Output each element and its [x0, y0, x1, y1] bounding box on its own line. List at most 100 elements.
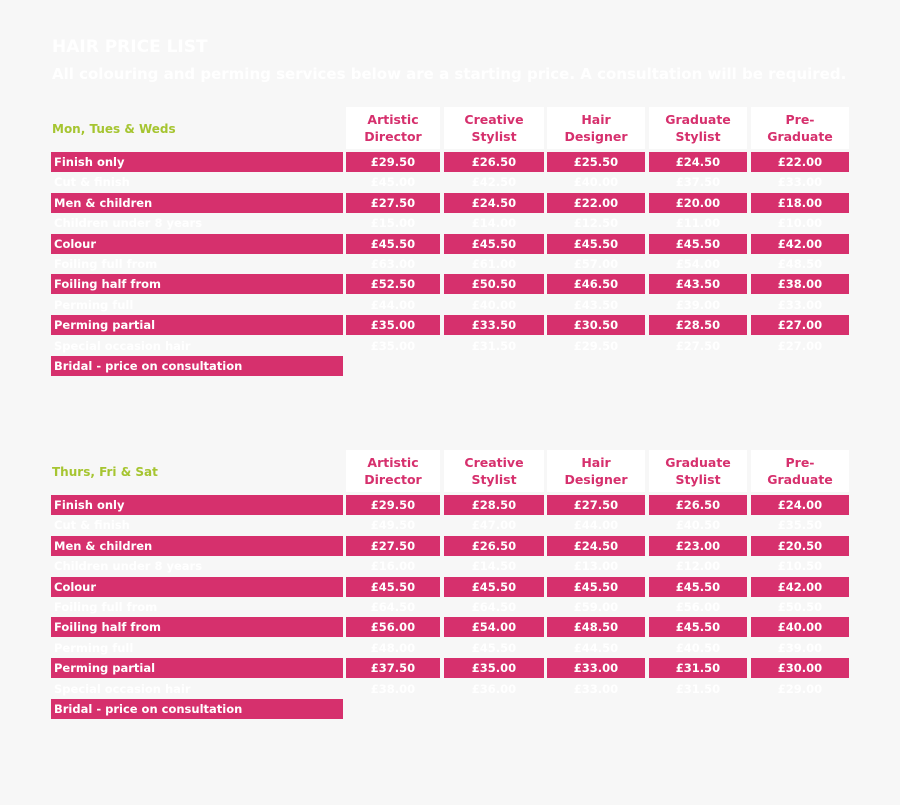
service-name: Colour	[51, 576, 343, 597]
service-name: Bridal - price on consultation	[51, 699, 343, 719]
price: £63.00	[370, 257, 416, 271]
price: £45.50	[444, 576, 544, 597]
price: £45.50	[649, 233, 747, 254]
price: £35.00	[370, 338, 416, 353]
column-header: Graduate Stylist	[649, 450, 747, 492]
column-header: Pre-Graduate	[751, 107, 849, 149]
price: £10.50	[777, 559, 823, 574]
price: £40.50	[675, 518, 721, 533]
price: £23.00	[649, 535, 747, 556]
price: £42.00	[751, 576, 849, 597]
price: £27.50	[547, 495, 645, 515]
service-name: Foiling half from	[51, 617, 343, 638]
service-name: Finish only	[51, 495, 343, 515]
price: £26.50	[444, 152, 544, 172]
price: £11.00	[675, 216, 721, 231]
price: £30.00	[751, 658, 849, 679]
price: £27.50	[675, 338, 721, 353]
price: £37.50	[675, 175, 721, 190]
price: £36.00	[471, 681, 517, 696]
price: £38.00	[751, 274, 849, 295]
service-name: Foiling full from	[54, 600, 158, 614]
column-header: Pre-Graduate	[751, 450, 849, 492]
price: £24.00	[751, 495, 849, 515]
price: £45.50	[471, 640, 517, 655]
price: £28.50	[444, 495, 544, 515]
price: £49.50	[370, 518, 416, 533]
price: £35.00	[444, 658, 544, 679]
service-name: Foiling half from	[51, 274, 343, 295]
price: £29.50	[573, 338, 619, 353]
price: £40.00	[471, 297, 517, 312]
price: £26.50	[444, 535, 544, 556]
price: £39.00	[777, 640, 823, 655]
price: £29.50	[346, 495, 440, 515]
price: £44.00	[370, 297, 416, 312]
price: £45.50	[346, 233, 440, 254]
price: £22.00	[547, 192, 645, 213]
day-label: Mon, Tues & Weds	[52, 122, 176, 136]
price: £40.50	[675, 640, 721, 655]
column-header: Artistic Director	[346, 450, 440, 492]
service-name: Cut & finish	[54, 175, 130, 190]
service-name: Men & children	[51, 535, 343, 556]
price: £57.00	[573, 257, 619, 271]
price: £12.00	[675, 559, 721, 574]
price: £45.50	[547, 233, 645, 254]
price: £24.50	[444, 192, 544, 213]
price: £27.00	[777, 338, 823, 353]
price: £14.50	[471, 559, 517, 574]
day-label: Thurs, Fri & Sat	[52, 465, 158, 479]
price: £48.50	[777, 257, 823, 271]
column-header: Creative Stylist	[444, 450, 544, 492]
price: £50.50	[777, 600, 823, 614]
price: £28.50	[649, 315, 747, 336]
service-name: Perming full	[54, 297, 134, 312]
price: £45.50	[649, 617, 747, 638]
price: £52.50	[346, 274, 440, 295]
price: £33.50	[444, 315, 544, 336]
price: £43.50	[573, 297, 619, 312]
price: £35.50	[777, 518, 823, 533]
column-header: Graduate Stylist	[649, 107, 747, 149]
price: £20.50	[751, 535, 849, 556]
price: £38.00	[370, 681, 416, 696]
price: £40.00	[573, 175, 619, 190]
price: £13.00	[573, 559, 619, 574]
price: £64.50	[471, 600, 517, 614]
price: £61.00	[471, 257, 517, 271]
service-name: Foiling full from	[54, 257, 158, 271]
price: £42.00	[751, 233, 849, 254]
price: £35.00	[346, 315, 440, 336]
price: £31.50	[471, 338, 517, 353]
price: £31.50	[649, 658, 747, 679]
price: £31.50	[675, 681, 721, 696]
price: £33.00	[777, 297, 823, 312]
price: £22.00	[751, 152, 849, 172]
price: £33.00	[777, 175, 823, 190]
service-name: Perming partial	[51, 658, 343, 679]
service-name: Men & children	[51, 192, 343, 213]
price: £27.50	[346, 192, 440, 213]
price: £15.00	[370, 216, 416, 231]
price: £26.50	[649, 495, 747, 515]
column-header: Hair Designer	[547, 107, 645, 149]
column-header: Creative Stylist	[444, 107, 544, 149]
service-name: Perming partial	[51, 315, 343, 336]
price: £48.00	[370, 640, 416, 655]
price: £45.50	[346, 576, 440, 597]
column-header: Artistic Director	[346, 107, 440, 149]
price: £30.50	[547, 315, 645, 336]
service-name: Children under 8 years	[54, 216, 203, 231]
price: £37.50	[346, 658, 440, 679]
service-name: Finish only	[51, 152, 343, 172]
price: £50.50	[444, 274, 544, 295]
price: £40.00	[751, 617, 849, 638]
price: £64.50	[370, 600, 416, 614]
price: £56.00	[675, 600, 721, 614]
service-name: Children under 8 years	[54, 559, 203, 574]
price: £10.00	[777, 216, 823, 231]
price: £45.50	[444, 233, 544, 254]
price: £20.00	[649, 192, 747, 213]
